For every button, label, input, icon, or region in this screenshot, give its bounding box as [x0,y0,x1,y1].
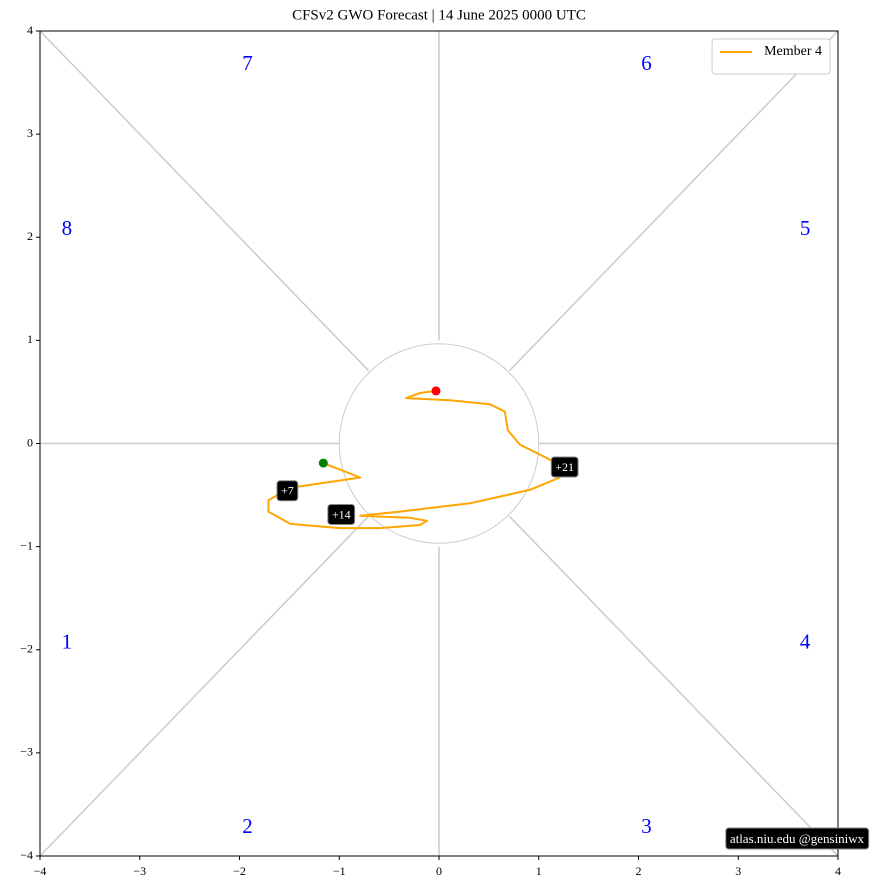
x-tick-label: 0 [436,864,442,878]
day-label: +21 [550,456,579,478]
end-marker [431,386,441,396]
day-label: +14 [327,503,356,525]
y-tick-label: −2 [20,642,33,656]
phase-label: 4 [800,629,811,653]
phase-divider [508,30,839,372]
day-label-text: +14 [332,507,351,521]
watermark-box [725,827,870,850]
legend: Member 4 [711,38,831,75]
y-tick-label: −4 [20,848,33,862]
phase-divider [39,30,370,372]
x-tick-label: −4 [34,864,47,878]
legend-box [711,38,831,75]
watermark-text: atlas.niu.edu @gensiniwx [730,831,865,846]
phase-label: 5 [800,216,811,240]
day-label: +7 [276,480,299,502]
unit-circle [338,343,540,544]
y-tick-label: 0 [27,435,33,449]
legend-label: Member 4 [764,44,822,59]
y-tick-label: 1 [27,332,33,346]
phase-label: 8 [62,216,73,240]
phase-divider [39,515,370,857]
trajectory-line [267,389,561,530]
x-tick-label: 2 [636,864,642,878]
x-tick-label: 4 [835,864,841,878]
y-tick-label: 4 [27,23,33,37]
phase-label: 6 [641,51,652,75]
day-label-box [327,503,356,525]
day-label-box [276,480,299,502]
day-label-text: +7 [281,484,294,498]
x-tick-label: −1 [333,864,346,878]
y-tick-label: 3 [27,126,33,140]
day-label-text: +21 [555,460,574,474]
x-tick-label: 3 [735,864,741,878]
watermark: atlas.niu.edu @gensiniwx [725,827,870,850]
x-tick-label: −3 [133,864,146,878]
phase-label: 1 [62,629,73,653]
start-marker [318,458,328,468]
chart-title: CFSv2 GWO Forecast | 14 June 2025 0000 U… [292,7,586,23]
phase-label: 2 [242,814,253,838]
day-label-box [550,456,579,478]
y-tick-label: 2 [27,229,33,243]
x-tick-label: 1 [536,864,542,878]
x-tick-label: −2 [233,864,246,878]
y-tick-label: −1 [20,538,33,552]
y-tick-label: −3 [20,745,33,759]
phase-label: 7 [242,51,253,75]
phase-divider [508,515,839,857]
phase-label: 3 [641,814,652,838]
